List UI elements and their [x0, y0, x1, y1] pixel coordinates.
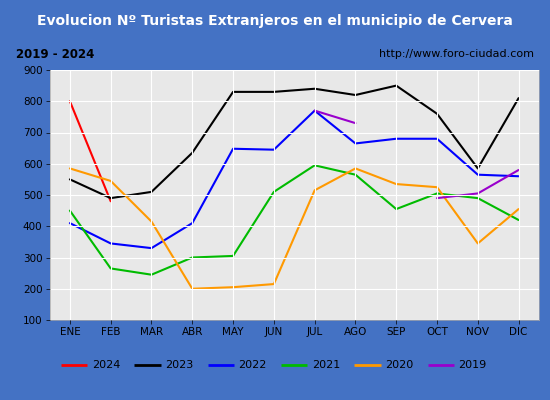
Text: 2021: 2021 — [312, 360, 340, 370]
Text: http://www.foro-ciudad.com: http://www.foro-ciudad.com — [379, 49, 534, 59]
Text: 2022: 2022 — [238, 360, 267, 370]
Text: 2023: 2023 — [165, 360, 193, 370]
Text: 2019: 2019 — [458, 360, 487, 370]
Text: 2019 - 2024: 2019 - 2024 — [16, 48, 95, 60]
Text: Evolucion Nº Turistas Extranjeros en el municipio de Cervera: Evolucion Nº Turistas Extranjeros en el … — [37, 14, 513, 28]
Text: 2024: 2024 — [92, 360, 120, 370]
Text: 2020: 2020 — [385, 360, 413, 370]
